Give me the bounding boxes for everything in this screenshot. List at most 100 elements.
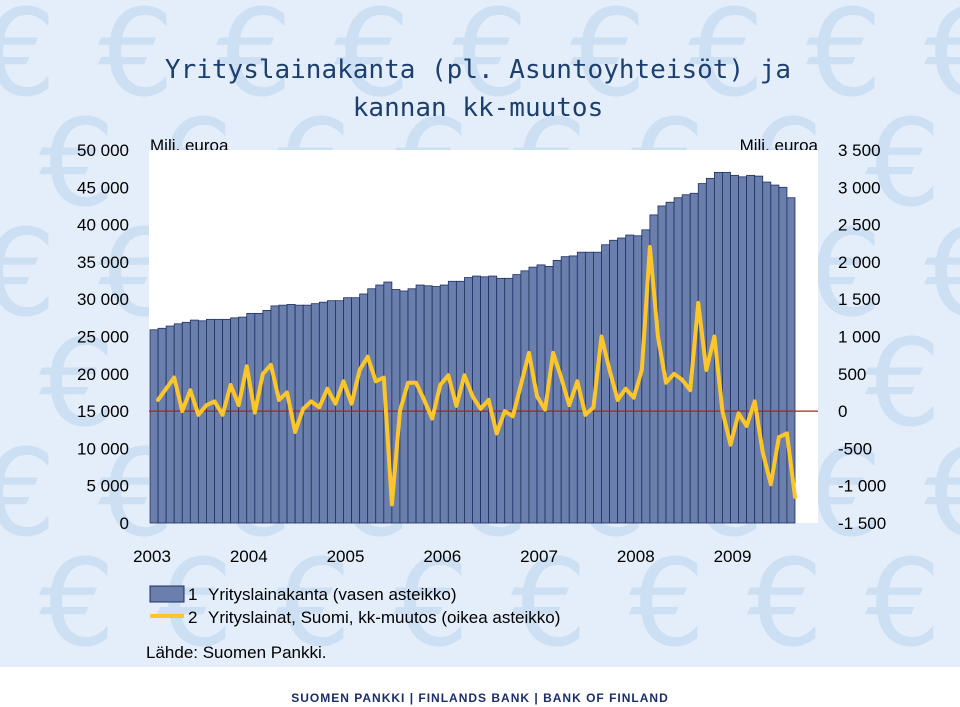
bar bbox=[157, 327, 167, 524]
right-tick-label: -500 bbox=[838, 439, 872, 458]
legend-number-2: 2 bbox=[188, 608, 197, 627]
bar bbox=[552, 260, 562, 524]
bar bbox=[681, 194, 691, 524]
right-tick-label: 3 000 bbox=[838, 178, 881, 197]
bar bbox=[270, 305, 280, 524]
bar bbox=[310, 303, 320, 524]
euro-watermark-icon: € bbox=[629, 535, 705, 667]
euro-watermark-icon: € bbox=[0, 425, 56, 564]
bar bbox=[149, 329, 159, 524]
left-tick-label: 35 000 bbox=[77, 253, 129, 272]
x-tick-label: 2005 bbox=[327, 547, 365, 566]
x-tick-label: 2008 bbox=[617, 547, 655, 566]
bar bbox=[302, 304, 312, 524]
legend-label-2: Yrityslainat, Suomi, kk-muutos (oikea as… bbox=[208, 608, 560, 627]
euro-watermark-icon: € bbox=[511, 535, 587, 667]
right-tick-label: 500 bbox=[838, 365, 866, 384]
bar bbox=[439, 284, 449, 524]
euro-watermark-icon: € bbox=[98, 0, 174, 124]
bar bbox=[335, 300, 344, 524]
chart-canvas: €€€€€€€€€€€€€€€€€€€€€€€€€€€€€€€€€€€€€€€€… bbox=[0, 0, 960, 667]
bar bbox=[786, 197, 796, 524]
bar bbox=[278, 304, 288, 524]
euro-watermark-icon: € bbox=[39, 95, 115, 234]
bar bbox=[665, 201, 675, 524]
left-axis: 0 5 000 10 000 15 000 20 000 25 000 30 000 35 0… bbox=[77, 141, 129, 533]
chart-title-line2: kannan kk-muutos bbox=[353, 93, 603, 123]
euro-watermark-icon: € bbox=[39, 535, 115, 667]
footer-text: SUOMEN PANKKI | FINLANDS BANK | BANK OF … bbox=[291, 691, 669, 705]
right-tick-label: 2 000 bbox=[838, 253, 881, 272]
euro-watermark-icon: € bbox=[747, 535, 823, 667]
bar bbox=[504, 277, 514, 524]
x-tick-label: 2006 bbox=[423, 547, 461, 566]
euro-watermark-icon: € bbox=[39, 315, 115, 454]
line-series bbox=[156, 244, 797, 507]
bar bbox=[617, 237, 627, 524]
left-tick-label: 45 000 bbox=[77, 178, 129, 197]
bar bbox=[343, 297, 352, 524]
bar bbox=[238, 316, 248, 524]
right-tick-label: -1 500 bbox=[838, 514, 886, 533]
euro-watermark-icon: € bbox=[452, 0, 528, 124]
legend-label-1: Yrityslainakanta (vasen asteikko) bbox=[208, 585, 457, 604]
bar bbox=[246, 312, 256, 524]
bar bbox=[165, 325, 175, 524]
euro-watermark-icon: € bbox=[924, 0, 960, 124]
left-tick-label: 40 000 bbox=[77, 216, 129, 235]
bar bbox=[730, 174, 739, 524]
bar bbox=[189, 319, 199, 524]
bar bbox=[520, 270, 530, 524]
right-tick-label: 0 bbox=[838, 402, 847, 421]
euro-watermark-icon: € bbox=[806, 205, 882, 344]
bar-series bbox=[149, 171, 796, 524]
bar bbox=[754, 175, 764, 524]
bar bbox=[464, 277, 473, 524]
euro-watermark-icon: € bbox=[0, 0, 56, 124]
right-tick-label: -1 000 bbox=[838, 477, 886, 496]
right-tick-label: 3 500 bbox=[838, 141, 881, 160]
bar bbox=[173, 323, 183, 524]
bar bbox=[375, 284, 385, 524]
bar bbox=[584, 251, 594, 524]
bar bbox=[722, 171, 731, 524]
right-tick-label: 2 500 bbox=[838, 216, 881, 235]
euro-watermark-icon: € bbox=[334, 0, 410, 124]
x-tick-label: 2009 bbox=[714, 547, 752, 566]
bar bbox=[367, 288, 377, 524]
legend-swatch-bar bbox=[149, 585, 185, 603]
chart-slide: €€€€€€€€€€€€€€€€€€€€€€€€€€€€€€€€€€€€€€€€… bbox=[0, 0, 960, 667]
euro-watermark-icon: € bbox=[865, 535, 941, 667]
bar bbox=[230, 317, 240, 524]
left-tick-label: 15 000 bbox=[77, 402, 129, 421]
bar bbox=[351, 297, 361, 524]
euro-watermark-icon: € bbox=[275, 535, 351, 667]
euro-watermark-icon: € bbox=[688, 0, 764, 124]
bar bbox=[778, 186, 788, 524]
left-tick-label: 30 000 bbox=[77, 290, 129, 309]
left-tick-label: 25 000 bbox=[77, 328, 129, 347]
bar bbox=[262, 309, 272, 524]
bar bbox=[673, 197, 683, 524]
legend-number-1: 1 bbox=[188, 585, 197, 604]
euro-watermark-icon: € bbox=[865, 95, 941, 234]
euro-watermark-icon: € bbox=[924, 425, 960, 564]
bar bbox=[197, 320, 207, 524]
x-tick-label: 2003 bbox=[133, 547, 171, 566]
euro-watermark-icon: € bbox=[216, 0, 292, 124]
bar bbox=[407, 288, 417, 524]
bar bbox=[222, 318, 232, 524]
bar bbox=[181, 321, 191, 524]
euro-watermark-icon: € bbox=[806, 425, 882, 564]
euro-watermark-icon: € bbox=[393, 535, 469, 667]
euro-watermark-icon: € bbox=[570, 0, 646, 124]
bar bbox=[359, 293, 369, 524]
left-tick-label: 20 000 bbox=[77, 365, 129, 384]
left-tick-label: 5 000 bbox=[86, 477, 129, 496]
bar bbox=[206, 318, 215, 524]
right-tick-label: 1 000 bbox=[838, 328, 881, 347]
legend: 1 Yrityslainakanta (vasen asteikko) 2 Yr… bbox=[149, 585, 560, 627]
bar bbox=[746, 174, 756, 524]
bar bbox=[601, 244, 610, 524]
footer: SUOMEN PANKKI | FINLANDS BANK | BANK OF … bbox=[0, 667, 960, 707]
